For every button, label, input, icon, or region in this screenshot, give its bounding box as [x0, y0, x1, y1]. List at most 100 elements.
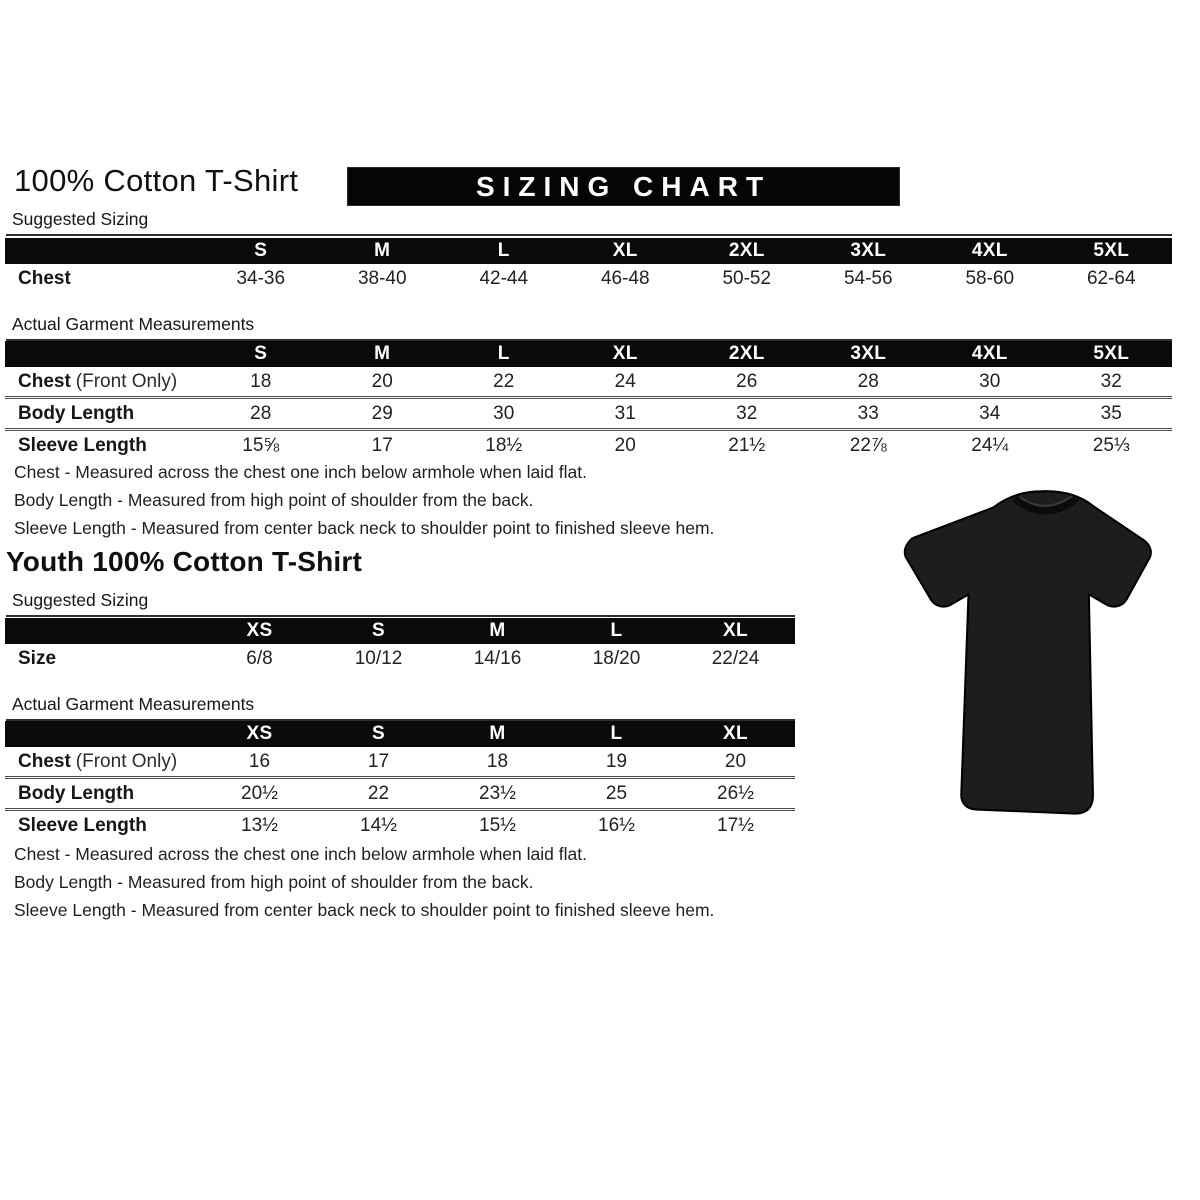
- cell-value: 29: [371, 402, 393, 424]
- cell-value: 34: [979, 402, 1001, 424]
- column-header-xs: XS: [246, 723, 273, 744]
- cell-value: 17: [371, 434, 393, 456]
- cell-value: 34-36: [236, 267, 286, 289]
- column-header-m: M: [374, 343, 391, 364]
- table-header-row: S M L XL 2XL 3XL 4XL 5XL: [5, 238, 1172, 264]
- cell-value: 15⅝: [242, 434, 280, 456]
- measurement-note-body-length: Body Length - Measured from high point o…: [14, 490, 534, 510]
- column-header-m: M: [374, 240, 391, 261]
- cell-value: 20: [724, 750, 747, 772]
- column-header-xl: XL: [612, 240, 638, 261]
- table-header-row: XS S M L XL: [5, 721, 795, 747]
- row-label: Chest (Front Only): [18, 750, 178, 772]
- cell-value: 30: [493, 402, 515, 424]
- row-label: Size: [18, 647, 57, 669]
- sizing-chart-banner-label: SIZING CHART: [475, 170, 772, 202]
- cell-value: 62-64: [1086, 267, 1136, 289]
- cell-value: 22: [367, 782, 390, 804]
- column-header-xl: XL: [612, 343, 638, 364]
- cell-value: 10/12: [354, 647, 403, 669]
- column-header-3xl: 3XL: [850, 240, 887, 261]
- measurement-note-chest: Chest - Measured across the chest one in…: [14, 844, 587, 864]
- adult-actual-measurements-table: S M L XL 2XL 3XL 4XL 5XL Chest (Front Onl…: [5, 341, 1172, 460]
- adult-measurement-notes: Chest - Measured across the chest one in…: [14, 458, 794, 542]
- cell-value: 26½: [717, 782, 754, 804]
- column-header-m: M: [489, 723, 506, 744]
- table-row-sleeve-length: Sleeve Length 13½ 14½ 15½ 16½ 17½: [5, 808, 795, 840]
- table-header-row: S M L XL 2XL 3XL 4XL 5XL: [5, 341, 1172, 367]
- cell-value: 25⅓: [1092, 434, 1130, 456]
- column-header-2xl: 2XL: [728, 240, 765, 261]
- cell-value: 14½: [360, 814, 397, 836]
- adult-suggested-sizing-table: S M L XL 2XL 3XL 4XL 5XL Chest 34-36 38-…: [5, 238, 1172, 293]
- column-header-l: L: [497, 240, 510, 261]
- cell-value: 13½: [241, 814, 278, 836]
- cell-value: 23½: [479, 782, 516, 804]
- tshirt-body-shape: [903, 490, 1152, 815]
- column-header-s: S: [254, 240, 268, 261]
- youth-suggested-sizing-table: XS S M L XL Size 6/8 10/12 14/16 18/20 2…: [5, 618, 795, 673]
- column-header-4xl: 4XL: [971, 343, 1008, 364]
- cell-value: 19: [605, 750, 628, 772]
- table-row-chest-front-only: Chest (Front Only) 16 17 18 19 20: [5, 747, 795, 776]
- row-label: Sleeve Length: [18, 814, 147, 836]
- cell-value: 22⅞: [849, 434, 887, 456]
- adult-actual-measurements-heading: Actual Garment Measurements: [6, 314, 1172, 341]
- cell-value: 18: [486, 750, 509, 772]
- cell-value: 42-44: [479, 267, 529, 289]
- column-header-4xl: 4XL: [971, 240, 1008, 261]
- sizing-chart-banner: SIZING CHART: [347, 167, 900, 206]
- measurement-note-sleeve-length: Sleeve Length - Measured from center bac…: [14, 518, 715, 538]
- tshirt-collar: [1013, 495, 1079, 515]
- row-label: Body Length: [18, 782, 135, 804]
- cell-value: 58-60: [965, 267, 1015, 289]
- cell-value: 28: [250, 402, 272, 424]
- column-header-l: L: [610, 723, 623, 744]
- table-header-row: XS S M L XL: [5, 618, 795, 644]
- table-row-body-length: Body Length 28 29 30 31 32 33 34 35: [5, 396, 1172, 428]
- column-header-s: S: [372, 723, 385, 744]
- column-header-xl: XL: [723, 620, 748, 641]
- column-header-m: M: [489, 620, 506, 641]
- cell-value: 18: [250, 370, 272, 392]
- cell-value: 20: [614, 434, 636, 456]
- cell-value: 28: [857, 370, 879, 392]
- column-header-xl: XL: [723, 723, 748, 744]
- youth-actual-measurements-table: XS S M L XL Chest (Front Only) 16 17 18 1…: [5, 721, 795, 840]
- row-label: Chest (Front Only): [18, 370, 178, 392]
- youth-page-title: Youth 100% Cotton T-Shirt: [6, 546, 363, 577]
- column-header-l: L: [610, 620, 623, 641]
- youth-actual-measurements-heading: Actual Garment Measurements: [6, 694, 795, 721]
- cell-value: 15½: [479, 814, 516, 836]
- cell-value: 17½: [717, 814, 754, 836]
- cell-value: 30: [979, 370, 1001, 392]
- cell-value: 24¼: [971, 434, 1009, 456]
- cell-value: 35: [1100, 402, 1122, 424]
- measurement-note-body-length: Body Length - Measured from high point o…: [14, 872, 534, 892]
- cell-value: 50-52: [722, 267, 772, 289]
- measurement-note-chest: Chest - Measured across the chest one in…: [14, 462, 587, 482]
- column-header-3xl: 3XL: [850, 343, 887, 364]
- cell-value: 20: [371, 370, 393, 392]
- column-header-5xl: 5XL: [1093, 343, 1130, 364]
- column-header-l: L: [497, 343, 510, 364]
- cell-value: 21½: [728, 434, 766, 456]
- column-header-5xl: 5XL: [1093, 240, 1130, 261]
- row-label: Body Length: [18, 402, 135, 424]
- table-row-chest-front-only: Chest (Front Only) 18 20 22 24 26 28 30 3…: [5, 367, 1172, 396]
- youth-suggested-sizing-heading: Suggested Sizing: [6, 590, 795, 617]
- column-header-xs: XS: [246, 620, 273, 641]
- cell-value: 24: [614, 370, 636, 392]
- column-header-s: S: [254, 343, 268, 364]
- table-row-size: Size 6/8 10/12 14/16 18/20 22/24: [5, 644, 795, 673]
- table-row-body-length: Body Length 20½ 22 23½ 25 26½: [5, 776, 795, 808]
- cell-value: 22/24: [711, 647, 760, 669]
- page-title: 100% Cotton T-Shirt: [14, 163, 299, 198]
- cell-value: 14/16: [473, 647, 522, 669]
- column-header-2xl: 2XL: [728, 343, 765, 364]
- cell-value: 32: [1100, 370, 1122, 392]
- table-row-chest: Chest 34-36 38-40 42-44 46-48 50-52 54-5…: [5, 264, 1172, 293]
- cell-value: 26: [736, 370, 758, 392]
- black-tshirt-image: [903, 490, 1152, 815]
- cell-value: 22: [493, 370, 515, 392]
